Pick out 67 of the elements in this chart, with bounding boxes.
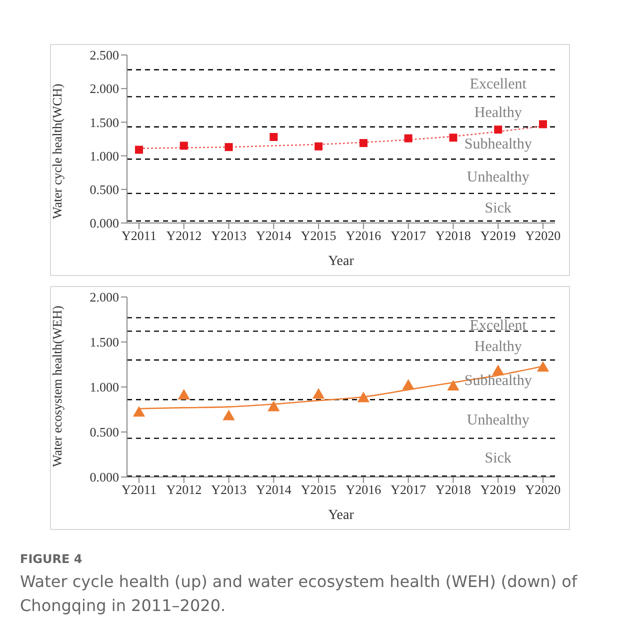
caption: FIGURE 4 bbox=[20, 552, 84, 566]
point bbox=[180, 142, 188, 150]
point bbox=[447, 380, 460, 391]
y-tick-label: 0.000 bbox=[90, 470, 119, 485]
annotation: Sick bbox=[484, 450, 512, 467]
point bbox=[536, 361, 550, 372]
x-tick-label: Y2016 bbox=[346, 228, 382, 244]
annotation: Healthy bbox=[474, 105, 522, 122]
point bbox=[402, 379, 414, 390]
point bbox=[359, 139, 368, 148]
y-tick-label: 1.000 bbox=[90, 148, 119, 164]
annotation: Healthy bbox=[474, 338, 522, 355]
annotation: Unhealthy bbox=[466, 412, 530, 428]
x-axis-title: Year bbox=[328, 508, 354, 523]
point bbox=[222, 410, 235, 420]
x-tick-label: Y2018 bbox=[436, 482, 471, 498]
x-tick-label: Y2014 bbox=[256, 228, 292, 244]
y-tick-label: 1.500 bbox=[90, 114, 119, 130]
x-tick-label: Y2015 bbox=[300, 482, 336, 498]
point bbox=[357, 392, 370, 402]
x-tick-label: Y2020 bbox=[525, 228, 561, 244]
y-tick-label: 2.000 bbox=[90, 81, 119, 96]
annotation: Subhealthy bbox=[464, 373, 532, 390]
annotation: Subhealthy bbox=[464, 136, 532, 152]
x-tick-label: Y2012 bbox=[166, 228, 202, 244]
x-tick-label: Y2014 bbox=[256, 482, 292, 498]
x-tick-label: Y2011 bbox=[122, 228, 156, 244]
x-axis-title: Year bbox=[328, 254, 354, 269]
point bbox=[449, 134, 458, 142]
x-tick-label: Y2012 bbox=[166, 482, 202, 498]
annotation: Excellent bbox=[470, 76, 528, 93]
x-tick-label: Y2020 bbox=[525, 482, 561, 498]
point bbox=[178, 388, 190, 400]
point bbox=[314, 142, 323, 150]
point bbox=[224, 143, 233, 152]
x-tick-label: Y2013 bbox=[211, 482, 246, 498]
x-tick-label: Y2013 bbox=[211, 228, 246, 244]
text: Water cycle health (up) and water ecosystem health (WEH) (down) of Chongqing in 2011–2020. bbox=[20, 571, 578, 617]
annotation: Sick bbox=[484, 200, 512, 217]
point bbox=[494, 126, 502, 134]
y-tick-label: 1.000 bbox=[90, 380, 119, 395]
point bbox=[539, 120, 547, 128]
point bbox=[268, 400, 280, 412]
y-axis-title: Water cycle health(WCH) bbox=[50, 84, 65, 219]
y-tick-label: 0.500 bbox=[90, 182, 119, 198]
point bbox=[135, 146, 143, 154]
x-tick-label: Y2016 bbox=[346, 482, 382, 498]
annotation: Unhealthy bbox=[466, 170, 530, 186]
y-axis-title: Water ecosystem health(WEH) bbox=[50, 306, 65, 467]
y-tick-label: 0.000 bbox=[90, 216, 119, 231]
annotation: Excellent bbox=[470, 318, 528, 334]
y-tick-label: 2.500 bbox=[90, 48, 119, 63]
y-tick-label: 1.500 bbox=[90, 334, 119, 350]
point bbox=[492, 364, 504, 376]
x-tick-label: Y2015 bbox=[300, 228, 336, 244]
x-tick-label: Y2017 bbox=[390, 482, 427, 498]
x-tick-label: Y2011 bbox=[122, 482, 156, 498]
x-tick-label: Y2017 bbox=[390, 228, 427, 244]
x-tick-label: Y2018 bbox=[436, 228, 471, 244]
x-tick-label: Y2019 bbox=[480, 482, 516, 498]
point bbox=[404, 134, 412, 142]
point bbox=[132, 406, 146, 417]
y-tick-label: 0.500 bbox=[90, 424, 119, 440]
point bbox=[270, 132, 278, 141]
x-tick-label: Y2019 bbox=[480, 228, 516, 244]
y-tick-label: 2.000 bbox=[90, 290, 119, 305]
point bbox=[312, 388, 325, 399]
